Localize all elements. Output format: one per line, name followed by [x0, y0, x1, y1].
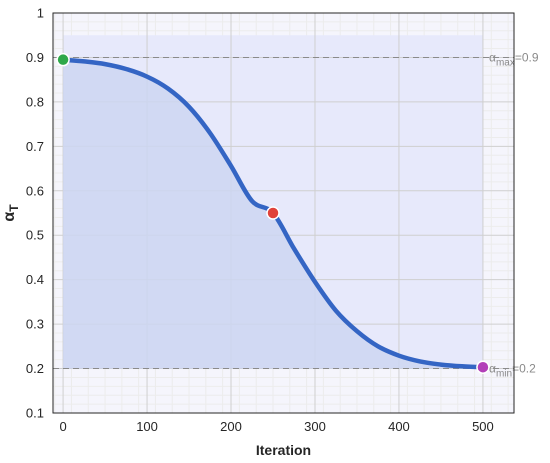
- x-tick-labels: 0 100 200 300 400 500: [59, 419, 493, 434]
- y-tick-label: 0.6: [26, 183, 44, 198]
- x-tick-label: 200: [220, 419, 242, 434]
- data-point-marker: [56, 52, 70, 67]
- y-tick-label: 0.8: [26, 94, 44, 109]
- y-tick-label: 0.2: [26, 361, 44, 376]
- reference-label-value: =0.9: [515, 50, 539, 64]
- reference-label-value: =0.2: [512, 362, 536, 376]
- y-tick-label: 0.3: [26, 317, 44, 332]
- reference-label-symbol: α: [489, 50, 496, 64]
- x-tick-label: 400: [388, 419, 410, 434]
- x-tick-label: 100: [136, 419, 158, 434]
- data-point-marker: [266, 206, 280, 220]
- x-tick-label: 300: [304, 419, 326, 434]
- y-axis-title-subscript: T: [7, 204, 21, 212]
- y-axis-title-symbol: α: [1, 212, 18, 222]
- data-point-marker: [476, 360, 490, 374]
- reference-label-subscript: min: [496, 369, 512, 380]
- reference-line-label: αmax=0.9: [489, 50, 539, 68]
- markers: [56, 52, 490, 374]
- y-tick-label: 1: [37, 6, 44, 21]
- reference-line-label: αmin=0.2: [489, 362, 536, 380]
- reference-label-symbol: α: [489, 362, 496, 376]
- y-tick-labels: 0.1 0.2 0.3 0.4 0.5 0.6 0.7 0.8 0.9 1: [26, 6, 44, 421]
- reference-label-subscript: max: [496, 57, 515, 68]
- x-axis-title: Iteration: [256, 442, 311, 458]
- y-tick-label: 0.5: [26, 228, 44, 243]
- y-tick-label: 0.4: [26, 272, 44, 287]
- x-tick-label: 0: [59, 419, 66, 434]
- y-axis-title: αT: [1, 204, 21, 222]
- y-tick-label: 0.1: [26, 406, 44, 421]
- y-tick-label: 0.7: [26, 139, 44, 154]
- y-tick-label: 0.9: [26, 50, 44, 65]
- plot-frame: [52, 12, 515, 414]
- x-tick-label: 500: [472, 419, 494, 434]
